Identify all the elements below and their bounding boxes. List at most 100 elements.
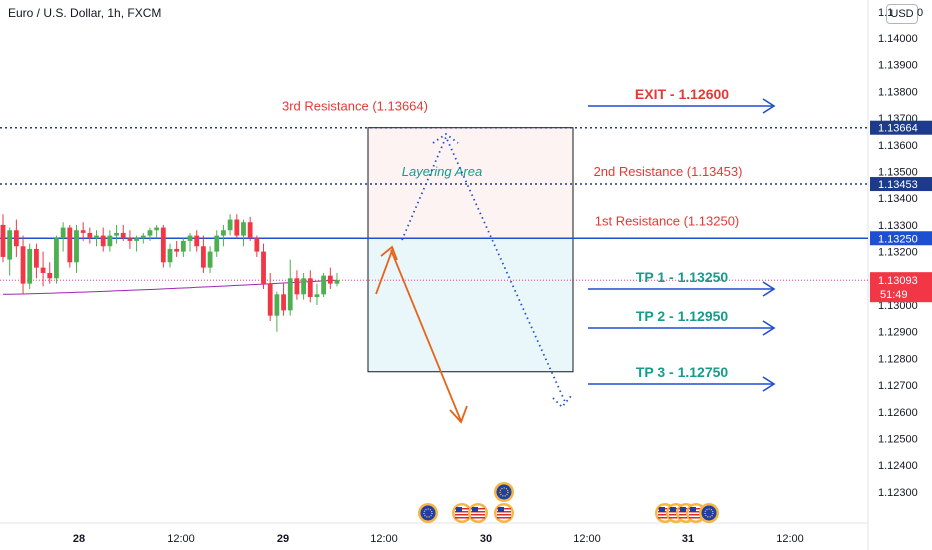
eu-disc xyxy=(701,505,717,521)
time-tick-label: 29 xyxy=(277,533,289,545)
eu-flag-icon[interactable] xyxy=(494,482,514,502)
time-tick-label: 12:00 xyxy=(167,533,195,545)
orange-arrow-down-head xyxy=(449,405,468,424)
candle xyxy=(254,235,260,257)
time-tick-label: 12:00 xyxy=(573,533,601,545)
candle-body xyxy=(287,278,293,311)
time-tick-label: 31 xyxy=(682,533,694,545)
candle xyxy=(214,230,220,257)
badge-second-resistance: 1.13453 xyxy=(870,177,932,192)
candle-body xyxy=(227,219,233,231)
candle xyxy=(80,222,86,241)
candle-body xyxy=(140,235,146,239)
us-flag-icon[interactable] xyxy=(468,503,488,523)
candle-body xyxy=(321,275,327,295)
us-canton xyxy=(680,507,686,512)
orange-arrow-down xyxy=(390,249,462,422)
candle-body xyxy=(27,248,33,284)
candle-body xyxy=(274,294,280,316)
projection-peak xyxy=(432,132,459,144)
candle-body xyxy=(34,248,39,268)
badge-second-resistance-bg xyxy=(870,177,932,192)
candle-body xyxy=(207,251,213,268)
badge-first-resistance-text: 1.13250 xyxy=(878,233,918,245)
candle-body xyxy=(334,280,340,284)
tp3-label: TP 3 - 1.12750 xyxy=(588,364,776,392)
price-axis: 1.140001.139001.138001.137001.136001.135… xyxy=(870,7,932,499)
candle-body xyxy=(160,227,166,263)
us-canton xyxy=(472,507,478,512)
candle xyxy=(13,219,19,257)
us-stripe xyxy=(497,514,511,516)
us-flag-icon[interactable] xyxy=(452,503,472,523)
price-tick-label: 1.12700 xyxy=(878,380,918,392)
candle xyxy=(261,243,266,289)
tp2-label-text: TP 2 - 1.12950 xyxy=(636,308,729,324)
candle-body xyxy=(60,227,66,239)
event-icons xyxy=(418,482,719,523)
candle-body xyxy=(201,246,206,268)
candle xyxy=(180,238,186,257)
price-tick-label: 1.12600 xyxy=(878,407,918,419)
us-stripe xyxy=(471,514,485,516)
time-axis: 28 12:00 29 12:00 30 12:00 31 12:00 xyxy=(73,533,804,545)
currency-badge[interactable]: USD xyxy=(886,4,918,24)
candle xyxy=(160,224,166,268)
exit-label-text: EXIT - 1.12600 xyxy=(635,86,729,102)
tp1-label-arrow-head xyxy=(762,281,776,297)
layering-box-lower xyxy=(367,237,574,373)
candle-body xyxy=(180,240,186,252)
candle xyxy=(194,230,200,252)
candle xyxy=(127,230,133,249)
candle xyxy=(167,243,173,268)
candle-body xyxy=(194,235,200,247)
price-tick-label: 1.12800 xyxy=(878,353,918,365)
grid-layer xyxy=(0,0,869,550)
eu-disc xyxy=(420,505,436,521)
candle xyxy=(74,224,79,273)
badge-first-resistance: 1.13250 xyxy=(870,231,932,246)
candle xyxy=(294,270,300,300)
candle xyxy=(241,219,246,247)
candle-body xyxy=(107,235,113,247)
us-stripe xyxy=(658,514,672,516)
candle xyxy=(314,283,320,305)
price-tick-label: 1.13900 xyxy=(878,60,918,72)
candle-body xyxy=(127,238,133,241)
candle xyxy=(107,230,113,252)
candle xyxy=(40,251,46,287)
us-stripe xyxy=(471,517,485,519)
badge-current-price: 1.13093 51:49 xyxy=(870,272,932,303)
candle xyxy=(134,235,139,252)
candle-body xyxy=(214,235,220,252)
us-canton xyxy=(498,507,504,512)
candle xyxy=(87,227,93,244)
us-flag-icon[interactable] xyxy=(494,503,514,523)
candle-body xyxy=(147,230,153,236)
candle xyxy=(247,216,253,241)
eu-flag-icon[interactable] xyxy=(699,503,719,523)
third-resistance-label: 3rd Resistance (1.13664) xyxy=(282,99,428,114)
eu-stars xyxy=(499,487,509,497)
time-tick-label: 30 xyxy=(480,533,492,545)
candle-body xyxy=(254,238,260,252)
current-price-bg xyxy=(870,272,932,303)
price-tick-label: 1.13500 xyxy=(878,167,918,179)
second-resistance-label: 2nd Resistance (1.13453) xyxy=(594,164,743,179)
candle-body xyxy=(0,224,6,257)
price-tick-label: 1.12500 xyxy=(878,434,918,446)
price-tick-partial-right: 0 xyxy=(917,7,923,19)
candle xyxy=(120,224,126,241)
eu-flag-icon[interactable] xyxy=(418,503,438,523)
countdown-text: 51:49 xyxy=(880,289,908,301)
us-canton xyxy=(659,507,665,512)
tp2-label-arrow-head xyxy=(762,320,776,336)
badge-third-resistance-text: 1.13664 xyxy=(878,123,918,135)
first-resistance-label: 1st Resistance (1.13250) xyxy=(595,213,740,228)
us-stripe xyxy=(455,514,469,516)
candle xyxy=(234,214,240,239)
candle-body xyxy=(20,246,26,284)
us-stripe xyxy=(679,517,693,519)
candle-body xyxy=(120,232,126,239)
